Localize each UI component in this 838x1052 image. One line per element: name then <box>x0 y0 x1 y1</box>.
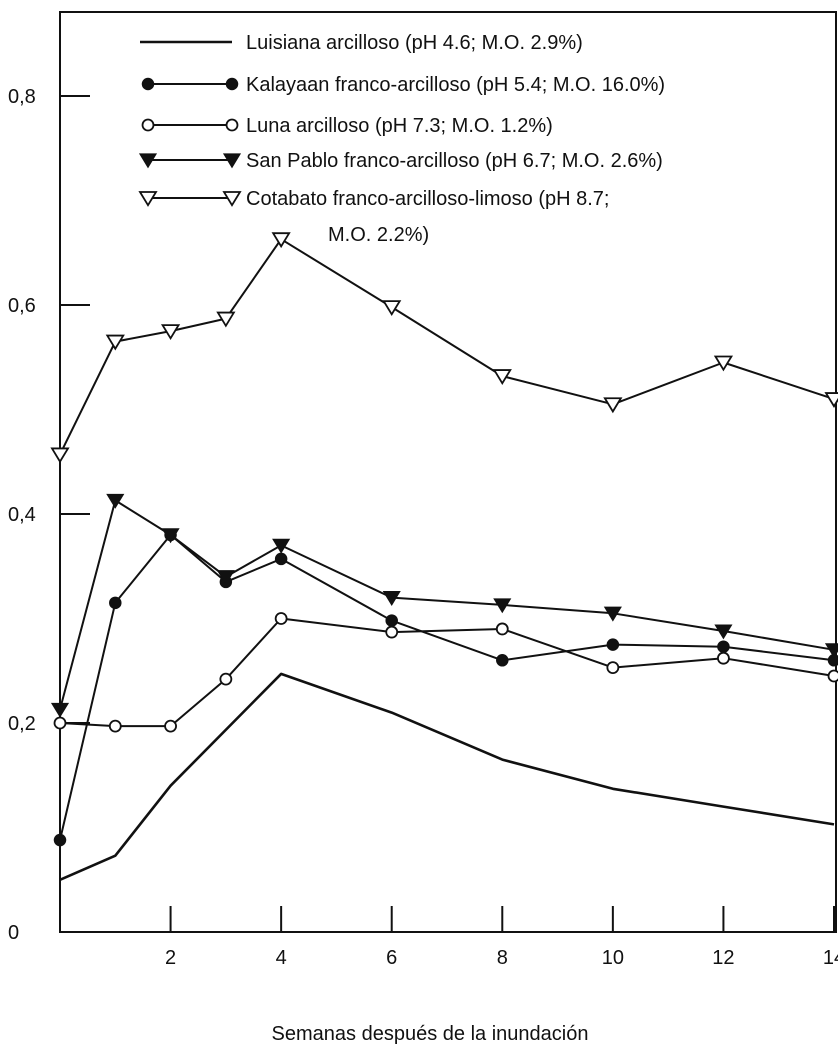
y-tick-label: 0,2 <box>8 713 36 735</box>
data-point <box>271 232 291 249</box>
legend-marker <box>141 77 155 91</box>
data-point <box>216 311 236 328</box>
legend: Luisiana arcilloso (pH 4.6; M.O. 2.9%) Ka… <box>138 32 665 246</box>
x-tick-label: 12 <box>712 947 734 969</box>
x-tick-label: 4 <box>276 947 287 969</box>
legend-label: San Pablo franco-arcilloso (pH 6.7; M.O.… <box>246 150 663 172</box>
series-line <box>59 672 835 881</box>
data-point <box>219 672 233 686</box>
plot-frame <box>59 11 837 933</box>
series-4 <box>50 493 838 718</box>
data-point <box>106 493 125 509</box>
x-axis-title: Semanas después de la inundación <box>272 1023 589 1045</box>
y-tick-label: 0,8 <box>8 86 36 108</box>
data-point <box>274 612 288 625</box>
data-point <box>382 590 401 606</box>
data-point <box>216 570 235 586</box>
data-point <box>109 596 122 610</box>
series-1 <box>59 672 835 881</box>
data-point <box>274 552 288 566</box>
data-point <box>496 654 509 667</box>
data-point <box>160 324 181 341</box>
legend-marker <box>225 118 239 132</box>
legend-marker <box>138 153 158 169</box>
data-point <box>492 369 512 385</box>
legend-item: Luisiana arcilloso (pH 4.6; M.O. 2.9%) <box>140 32 583 54</box>
x-tick-label: 6 <box>386 947 397 969</box>
x-axis: 2 4 6 8 10 12 14 <box>165 906 838 969</box>
legend-marker <box>138 191 158 207</box>
data-point <box>164 719 177 733</box>
series-line <box>59 533 835 841</box>
series-line <box>59 499 835 710</box>
legend-item: Luna arcilloso (pH 7.3; M.O. 1.2%) <box>141 115 553 137</box>
x-tick-label: 8 <box>497 947 508 969</box>
data-point <box>53 716 67 730</box>
data-point <box>717 651 730 665</box>
x-tick-label: 10 <box>602 947 624 969</box>
data-point <box>713 355 734 372</box>
data-point <box>717 640 730 653</box>
data-point <box>382 300 402 317</box>
x-tick-label: 2 <box>165 947 176 969</box>
legend-label: Kalayaan franco-arcilloso (pH 5.4; M.O. … <box>246 74 665 96</box>
data-point <box>603 397 623 414</box>
legend-item: Kalayaan franco-arcilloso (pH 5.4; M.O. … <box>141 74 665 96</box>
legend-label: Luna arcilloso (pH 7.3; M.O. 1.2%) <box>246 115 553 137</box>
series-3 <box>53 612 838 733</box>
legend-label: Luisiana arcilloso (pH 4.6; M.O. 2.9%) <box>246 32 583 54</box>
y-tick-label: 0,6 <box>8 295 36 317</box>
data-point <box>108 719 122 733</box>
data-point <box>272 538 291 554</box>
series-2 <box>53 528 838 847</box>
data-point <box>606 638 620 651</box>
data-point <box>827 669 838 683</box>
series-line <box>59 238 835 455</box>
data-point <box>495 622 509 636</box>
data-point <box>161 528 180 544</box>
data-point <box>606 661 620 675</box>
y-tick-label: 0 <box>8 922 19 944</box>
legend-item: Cotabato franco-arcilloso-limoso (pH 8.7… <box>138 188 610 246</box>
series-layer <box>50 232 838 881</box>
legend-marker <box>225 77 239 91</box>
x-tick-label: 14 <box>823 947 838 969</box>
y-axis: 0 0,2 0,4 0,6 0,8 <box>8 86 90 944</box>
series-line <box>59 617 835 728</box>
legend-label: Cotabato franco-arcilloso-limoso (pH 8.7… <box>246 188 610 210</box>
legend-marker <box>141 118 155 132</box>
data-point <box>105 334 125 351</box>
data-point <box>824 392 838 408</box>
data-point <box>603 606 622 622</box>
data-point <box>385 625 399 639</box>
data-point <box>53 833 67 847</box>
data-point <box>824 643 838 659</box>
data-point <box>493 598 512 614</box>
data-point <box>50 702 70 718</box>
data-point <box>385 614 398 627</box>
series-5 <box>50 232 838 464</box>
legend-marker <box>222 191 242 207</box>
y-tick-label: 0,4 <box>8 504 36 526</box>
legend-label-continued: M.O. 2.2%) <box>328 224 429 246</box>
legend-item: San Pablo franco-arcilloso (pH 6.7; M.O.… <box>138 150 663 172</box>
data-point <box>714 624 733 640</box>
data-point <box>50 447 70 464</box>
legend-marker <box>222 153 242 169</box>
